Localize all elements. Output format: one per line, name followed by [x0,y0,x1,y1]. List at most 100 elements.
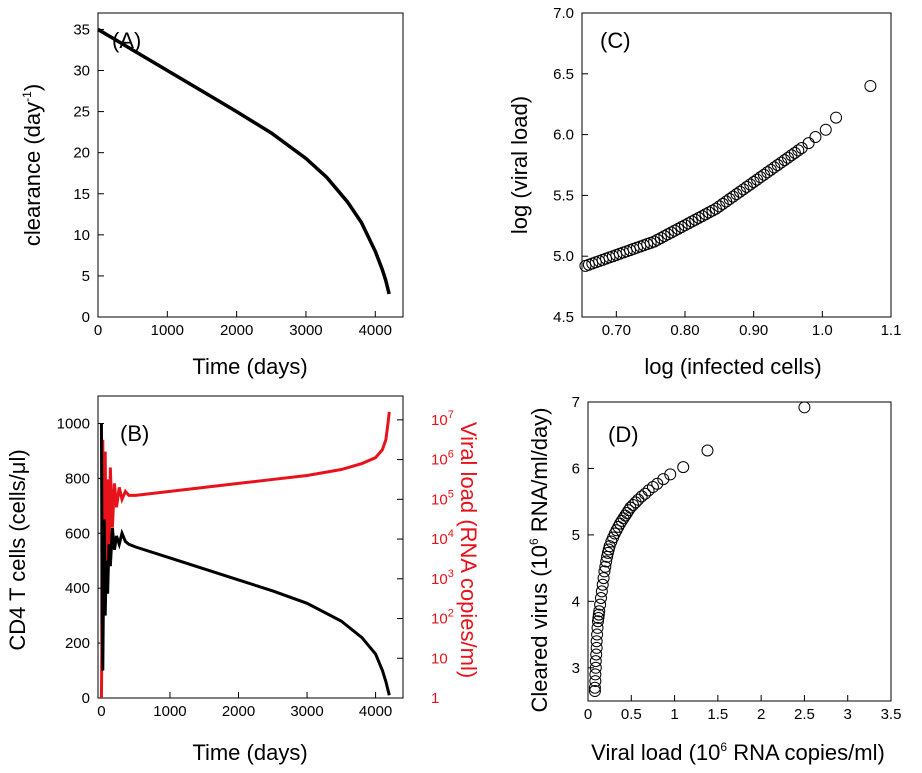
panel-c-point [864,79,877,92]
panel-d-y-label-sup: 6 [527,538,541,545]
panel-d-point [594,598,607,611]
panel-a-frame [97,12,404,318]
panel-c-x-tick-label: 0.80 [670,322,699,339]
panel-b-x-tick-label: 3000 [290,703,323,720]
panel-d-point [590,641,603,654]
panel-c-x-tick-label: 1.1 [881,322,902,339]
panel-d-point [589,655,602,668]
panel-c-point [819,123,832,136]
panel-b-x-tick-label: 2000 [222,703,255,720]
panel-d-point [593,605,606,618]
panel-a-clearance-line [97,27,391,295]
panel-d-point [589,661,602,674]
panel-b-cd4-line [99,423,391,696]
panel-d-y-tick-label: 6 [572,460,580,477]
panel-c-y-tick-label: 5.5 [553,187,574,204]
panel-d-point [642,484,655,497]
panel-a: 0 1000 2000 3000 4000 0 5 10 15 20 25 30 35 (A) Time… [20,12,404,379]
panel-a-y-label-sup: -1 [20,91,34,102]
panel-a-y-tick-label: 20 [73,145,90,162]
panel-d-point [590,635,603,648]
panel-d-x-label-end: RNA copies/ml) [727,740,885,765]
panel-d-x-tick-label: 2 [757,706,765,723]
panel-b-y-tick-label: 1000 [57,415,90,432]
panel-d-point [701,444,714,457]
panel-b-y-tick-label: 600 [65,525,90,542]
panel-d-point [651,477,664,490]
panel-d-point [798,401,811,414]
panel-d-point [629,496,642,509]
panel-b-y-right-tick-label-exp: 2 [448,608,454,620]
panel-a-x-tick-label: 2000 [220,322,253,339]
panel-c-x-tick-label: 0.90 [739,322,768,339]
panel-d-point [591,615,604,628]
panel-b-plot: 0 1000 2000 3000 400002004006008001000110102… [57,409,454,720]
panel-d-point [597,572,610,585]
panel-d-y-tick-label: 3 [572,660,580,677]
panel-c-point [802,137,815,150]
panel-b-x-tick-label: 1000 [153,703,186,720]
panel-d-point [677,461,690,474]
panel-b-y-right-tick-label: 10 [431,650,448,667]
panel-b-y-right-tick-label-exp: 3 [448,568,454,580]
panel-a-y-label-end: ) [20,84,45,91]
panel-b: 0 1000 2000 3000 400002004006008001000110102… [5,395,481,765]
panel-d-x-label-sup: 6 [720,740,727,754]
panel-b-y-right-tick-label: 1 [431,690,439,707]
panel-c-y-tick-label: 6.5 [553,66,574,83]
panel-a-y-tick-label: 0 [82,309,90,326]
panel-d-y-tick-label: 5 [572,527,580,544]
panel-b-x-axis-label: Time (days) [192,740,307,765]
panel-b-y-right-tick-label: 104 [431,528,454,548]
panel-c-y-tick-label: 4.5 [553,309,574,326]
panel-b-y-right-tick-label-exp: 5 [448,488,454,500]
panel-a-y-label-main: clearance (day [20,102,45,246]
panel-c-point [830,111,843,124]
panel-b-y-right-tick-label-exp: 6 [448,449,454,461]
panel-a-y-axis-label: clearance (day-1) [20,84,45,246]
panel-a-plot: 0 1000 2000 3000 4000 0 5 10 15 20 25 30 35 [73,21,392,339]
panel-c: 0.70 0.80 0.90 1.0 1.1 4.5 5.0 5.5 6.0 6.5 7.0 (C)… [507,5,901,379]
panel-a-x-tick-label: 1000 [151,322,184,339]
panel-b-y-right-tick-label: 103 [431,568,454,588]
panel-d-point [589,675,602,688]
panel-b-x-tick-label: 4000 [359,703,392,720]
panel-d-point [596,578,609,591]
panel-d-x-tick-label: 0 [584,706,592,723]
panel-b-y-right-tick-label: 102 [431,608,454,628]
panel-b-y-tick-label: 200 [65,635,90,652]
panel-d-label: (D) [608,422,639,447]
panel-d-y-axis-label: Cleared virus (106 RNA/ml/day) [527,408,552,713]
panel-d-point [588,685,601,698]
panel-d-y-tick-label: 7 [572,394,580,411]
panel-b-y-tick-label: 400 [65,580,90,597]
panel-b-y-right-tick-label-exp: 7 [448,409,454,421]
panel-d-point [632,493,645,506]
panel-a-x-tick-label: 0 [94,322,102,339]
panel-d-point [588,681,601,694]
panel-b-y-right-tick-label: 105 [431,488,454,508]
panel-b-x-tick-label: 0 [97,703,105,720]
panel-a-x-tick-label: 4000 [359,322,392,339]
panel-d-y-label-main: Cleared virus (10 [527,545,552,713]
panel-d-x-tick-label: 1 [670,706,678,723]
panel-c-point [792,144,805,157]
panel-c-y-tick-label: 7.0 [553,5,574,22]
panel-b-y-right-tick-label-base: 10 [431,491,448,508]
panel-d-point [591,621,604,634]
panel-b-y-right-tick-label: 107 [431,409,454,429]
panel-d-point [594,592,607,605]
panel-d-x-tick-label: 3 [844,706,852,723]
panel-a-x-axis-label: Time (days) [192,354,307,379]
panel-d-x-tick-label: 3.5 [881,706,902,723]
panel-b-y-right-tick-label-base: 10 [431,452,448,469]
panel-b-y-right-tick-label: 106 [431,449,454,469]
panel-b-y-tick-label: 0 [82,690,90,707]
panel-b-viral-load-line [99,411,391,699]
panel-a-y-tick-label: 25 [73,104,90,121]
panel-a-x-tick-label: 3000 [289,322,322,339]
panel-d-point [664,468,677,481]
panel-a-label: (A) [112,28,141,53]
panel-c-label: (C) [600,28,631,53]
panel-b-y-right-tick-label-exp: 4 [448,528,454,540]
